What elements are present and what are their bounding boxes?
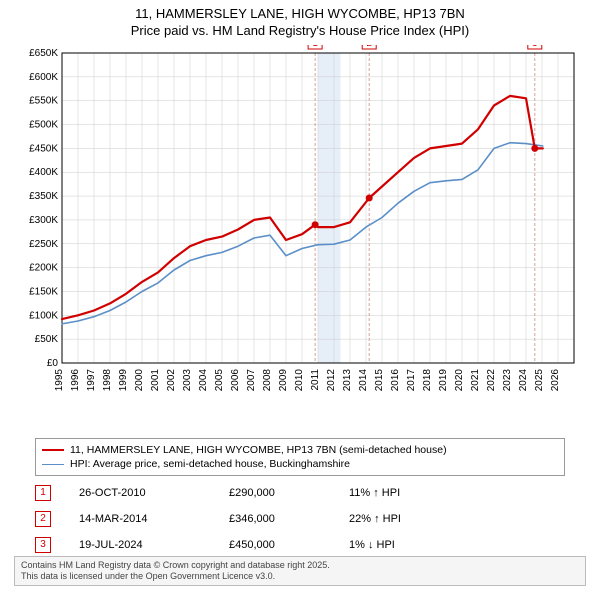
svg-text:1999: 1999 [118, 369, 129, 392]
sale-date: 26-OCT-2010 [79, 487, 229, 499]
svg-text:2026: 2026 [550, 369, 561, 392]
svg-text:£650K: £650K [29, 48, 58, 59]
svg-text:2025: 2025 [534, 369, 545, 392]
sale-marker-box: 3 [35, 537, 51, 553]
svg-text:2011: 2011 [310, 369, 321, 391]
sale-marker-box: 1 [35, 485, 51, 501]
sale-price: £290,000 [229, 487, 349, 499]
svg-text:2002: 2002 [166, 369, 177, 392]
svg-text:2022: 2022 [486, 369, 497, 392]
svg-text:2020: 2020 [454, 369, 465, 392]
legend: 11, HAMMERSLEY LANE, HIGH WYCOMBE, HP13 … [35, 438, 565, 476]
sale-hpi-delta: 1% ↓ HPI [349, 539, 469, 551]
sale-price: £450,000 [229, 539, 349, 551]
svg-text:£50K: £50K [35, 334, 59, 345]
svg-text:2019: 2019 [438, 369, 449, 392]
svg-text:2010: 2010 [294, 369, 305, 392]
svg-text:£150K: £150K [29, 286, 58, 297]
svg-text:£350K: £350K [29, 191, 58, 202]
svg-text:£600K: £600K [29, 72, 58, 83]
svg-text:3: 3 [532, 45, 538, 49]
svg-text:2001: 2001 [150, 369, 161, 392]
svg-text:2012: 2012 [326, 369, 337, 392]
svg-text:1998: 1998 [102, 369, 113, 392]
sale-row: 1 26-OCT-2010£290,00011% ↑ HPI [35, 480, 565, 506]
footer-line-1: Contains HM Land Registry data © Crown c… [21, 560, 330, 570]
sale-row: 3 19-JUL-2024£450,0001% ↓ HPI [35, 532, 565, 558]
svg-text:£500K: £500K [29, 120, 58, 131]
svg-text:2017: 2017 [406, 369, 417, 392]
svg-text:2009: 2009 [278, 369, 289, 392]
svg-text:2013: 2013 [342, 369, 353, 392]
svg-text:2015: 2015 [374, 369, 385, 392]
svg-text:2024: 2024 [518, 369, 529, 392]
svg-text:2016: 2016 [390, 369, 401, 392]
svg-text:£100K: £100K [29, 310, 58, 321]
sales-table: 1 26-OCT-2010£290,00011% ↑ HPI 2 14-MAR-201… [35, 480, 565, 558]
svg-text:2003: 2003 [182, 369, 193, 392]
legend-swatch [42, 449, 64, 451]
svg-text:2023: 2023 [502, 369, 513, 392]
chart-area: £0 £50K £100K £150K £200K £250K £300K £350K £400… [14, 45, 586, 425]
svg-text:2000: 2000 [134, 369, 145, 392]
svg-text:2006: 2006 [230, 369, 241, 392]
svg-text:£0: £0 [47, 358, 59, 369]
svg-text:£200K: £200K [29, 263, 58, 274]
page-container: { "title": { "line1": "11, HAMMERSLEY LA… [0, 0, 600, 590]
attribution-footer: Contains HM Land Registry data © Crown c… [14, 556, 586, 587]
title-line-2: Price paid vs. HM Land Registry's House … [131, 23, 469, 38]
svg-text:1997: 1997 [86, 369, 97, 392]
sale-date: 14-MAR-2014 [79, 513, 229, 525]
sale-date: 19-JUL-2024 [79, 539, 229, 551]
svg-text:1996: 1996 [70, 369, 81, 392]
svg-text:2007: 2007 [246, 369, 257, 392]
footer-line-2: This data is licensed under the Open Gov… [21, 571, 275, 581]
legend-item: 11, HAMMERSLEY LANE, HIGH WYCOMBE, HP13 … [42, 443, 558, 457]
svg-text:2021: 2021 [470, 369, 481, 392]
line-chart-svg: £0 £50K £100K £150K £200K £250K £300K £350K £400… [14, 45, 586, 425]
svg-text:£450K: £450K [29, 143, 58, 154]
sale-marker-box: 2 [35, 511, 51, 527]
legend-item: HPI: Average price, semi-detached house,… [42, 457, 558, 471]
chart-title: 11, HAMMERSLEY LANE, HIGH WYCOMBE, HP13 … [0, 0, 600, 40]
svg-text:£300K: £300K [29, 215, 58, 226]
svg-text:£250K: £250K [29, 239, 58, 250]
svg-text:£550K: £550K [29, 96, 58, 107]
legend-swatch [42, 464, 64, 465]
svg-text:2014: 2014 [358, 369, 369, 392]
svg-text:2: 2 [366, 45, 372, 49]
sale-row: 2 14-MAR-2014£346,00022% ↑ HPI [35, 506, 565, 532]
sale-price: £346,000 [229, 513, 349, 525]
svg-text:1995: 1995 [54, 369, 65, 392]
svg-text:2004: 2004 [198, 369, 209, 392]
sale-hpi-delta: 11% ↑ HPI [349, 487, 469, 499]
legend-label: 11, HAMMERSLEY LANE, HIGH WYCOMBE, HP13 … [70, 444, 447, 456]
svg-text:2018: 2018 [422, 369, 433, 392]
svg-text:2005: 2005 [214, 369, 225, 392]
svg-text:1: 1 [312, 45, 318, 49]
legend-label: HPI: Average price, semi-detached house,… [70, 458, 350, 470]
svg-text:2008: 2008 [262, 369, 273, 392]
title-line-1: 11, HAMMERSLEY LANE, HIGH WYCOMBE, HP13 … [135, 6, 465, 21]
sale-hpi-delta: 22% ↑ HPI [349, 513, 469, 525]
svg-text:£400K: £400K [29, 167, 58, 178]
